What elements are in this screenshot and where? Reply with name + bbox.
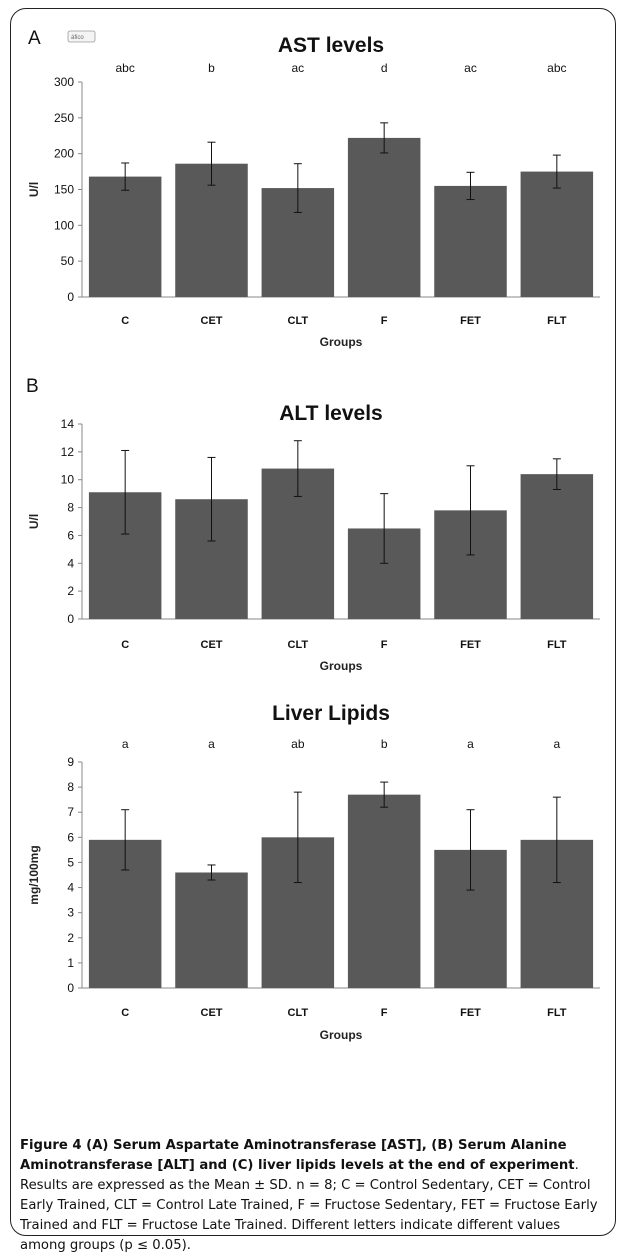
- lipids-y-label: mg/100mg: [27, 845, 41, 904]
- alt-category-label: CET: [201, 639, 223, 651]
- lipids-ytick-label: 1: [67, 956, 74, 970]
- lipids-significance-label: a: [553, 737, 560, 751]
- lipids-significance-label: a: [208, 737, 215, 751]
- ast-bar: [88, 176, 162, 297]
- caption-body: . Results are expressed as the Mean ± SD…: [20, 1158, 598, 1253]
- lipids-significance-label: b: [381, 737, 388, 751]
- ast-category-label: F: [381, 315, 388, 327]
- alt-category-label: F: [381, 639, 388, 651]
- lipids-category-label: FET: [460, 1007, 481, 1019]
- ast-significance-label: b: [208, 61, 215, 75]
- alt-category-label: FLT: [547, 639, 567, 651]
- lipids-category-label: FLT: [547, 1007, 567, 1019]
- ast-category-label: CLT: [288, 315, 309, 327]
- alt-ytick-label: 12: [61, 445, 75, 459]
- alt-levels-chart: B ALT levels 0 2 4 6 8 10 12 14 U/l C CET CLT F FET FLT G…: [26, 376, 600, 673]
- ast-significance-label: ac: [291, 61, 304, 75]
- alt-y-label: U/l: [27, 514, 41, 529]
- ast-category-label: CET: [201, 315, 223, 327]
- lipids-title: Liver Lipids: [272, 702, 390, 725]
- ast-ytick-label: 50: [61, 254, 75, 268]
- lipids-ytick-label: 0: [67, 981, 74, 995]
- lipids-category-label: CET: [201, 1007, 223, 1019]
- ast-ytick-label: 0: [67, 290, 74, 304]
- figure-caption: Figure 4 (A) Serum Aspartate Aminotransf…: [20, 1136, 600, 1256]
- ast-category-label: FLT: [547, 315, 567, 327]
- alt-ytick-label: 8: [67, 501, 74, 515]
- alt-x-label: Groups: [320, 659, 363, 673]
- ast-title: AST levels: [278, 34, 384, 57]
- ast-significance-label: abc: [547, 61, 566, 75]
- ast-bar: [347, 137, 421, 297]
- lipids-x-label: Groups: [320, 1028, 363, 1042]
- lipids-ytick-label: 2: [67, 931, 74, 945]
- ast-corner-label: áfico: [71, 35, 84, 41]
- lipids-significance-label: ab: [291, 737, 305, 751]
- lipids-ytick-label: 6: [67, 830, 74, 844]
- alt-category-label: FET: [460, 639, 481, 651]
- alt-bar: [520, 474, 594, 619]
- lipids-bar: [347, 794, 421, 988]
- ast-ytick-label: 100: [54, 218, 74, 232]
- alt-ytick-label: 10: [61, 473, 75, 487]
- alt-ytick-label: 14: [61, 417, 75, 431]
- alt-panel-letter: B: [26, 376, 39, 397]
- ast-x-label: Groups: [320, 335, 363, 349]
- lipids-ytick-label: 5: [67, 855, 74, 869]
- lipids-ytick-label: 7: [67, 805, 74, 819]
- ast-y-label: U/l: [27, 182, 41, 197]
- ast-category-label: C: [121, 315, 129, 327]
- lipids-bar: [175, 872, 248, 988]
- ast-bar: [434, 185, 507, 297]
- lipids-ytick-label: 4: [67, 881, 74, 895]
- alt-ytick-label: 4: [67, 556, 74, 570]
- alt-ytick-label: 6: [67, 528, 74, 542]
- lipids-category-label: C: [121, 1007, 129, 1019]
- alt-title: ALT levels: [279, 402, 382, 425]
- ast-ytick-label: 150: [54, 183, 74, 197]
- lipids-category-label: F: [381, 1007, 388, 1019]
- lipids-ytick-label: 8: [67, 780, 74, 794]
- ast-ytick-label: 200: [54, 147, 74, 161]
- ast-category-label: FET: [460, 315, 481, 327]
- ast-significance-label: ac: [464, 61, 477, 75]
- alt-ytick-label: 0: [67, 612, 74, 626]
- ast-significance-label: d: [381, 61, 388, 75]
- ast-panel-letter: A: [28, 28, 41, 49]
- ast-bar: [175, 163, 248, 297]
- ast-significance-label: abc: [115, 61, 134, 75]
- alt-category-label: C: [121, 639, 129, 651]
- liver-lipids-chart: Liver Lipids 0 1 2 3 4 5 6 7 8 9 mg/100mg Ca CET a CLT a…: [27, 702, 600, 1042]
- lipids-significance-label: a: [467, 737, 474, 751]
- lipids-ytick-label: 3: [67, 906, 74, 920]
- ast-corner-box: [67, 30, 96, 43]
- lipids-ytick-label: 9: [67, 755, 74, 769]
- alt-ytick-label: 2: [67, 584, 74, 598]
- lipids-significance-label: a: [122, 737, 129, 751]
- ast-bar: [520, 171, 594, 297]
- ast-ytick-label: 300: [54, 75, 74, 89]
- ast-ytick-label: 250: [54, 111, 74, 125]
- lipids-category-label: CLT: [288, 1007, 309, 1019]
- alt-category-label: CLT: [288, 639, 309, 651]
- caption-title: Figure 4 (A) Serum Aspartate Aminotransf…: [20, 1138, 575, 1173]
